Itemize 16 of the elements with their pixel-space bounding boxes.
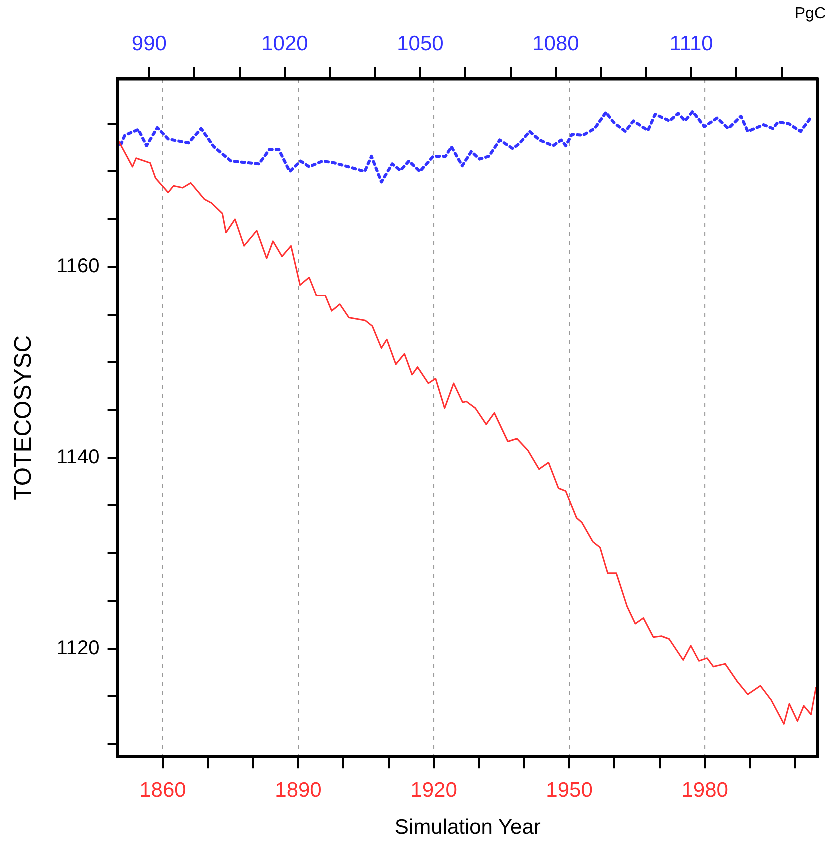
x2-tick-label: 1020 xyxy=(262,32,308,56)
x2-tick-label: 1110 xyxy=(670,32,714,56)
x-tick-label: 1980 xyxy=(682,778,728,802)
x-axis-title: Simulation Year xyxy=(394,816,541,840)
x2-tick-label: 1050 xyxy=(397,32,444,56)
x2-tick-label: 1080 xyxy=(532,32,580,56)
x-tick-label: 1920 xyxy=(410,778,458,802)
x-tick-label: 1890 xyxy=(275,778,322,802)
x2-tick-label: 990 xyxy=(132,32,167,56)
x-tick-label: 1950 xyxy=(546,778,593,802)
x-tick-label: 1860 xyxy=(140,778,186,802)
y-tick-label: 1160 xyxy=(56,256,100,278)
y-axis-title: TOTECOSYSC xyxy=(10,335,38,500)
y-tick-label: 1140 xyxy=(56,446,100,468)
text: PgC xyxy=(794,5,826,22)
y-tick-label: 1120 xyxy=(56,637,100,660)
